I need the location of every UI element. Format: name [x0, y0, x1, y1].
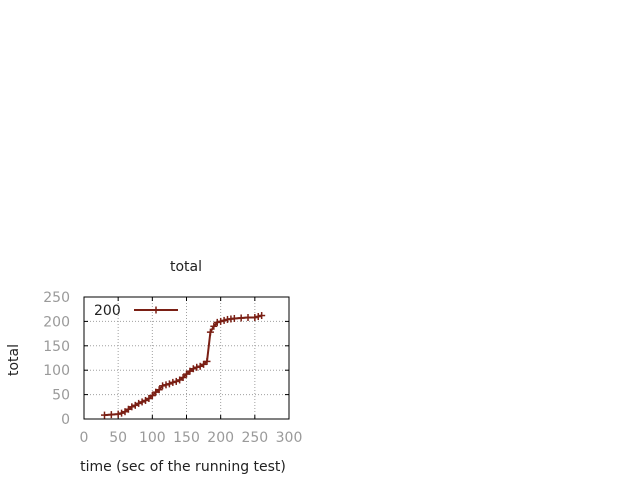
data-point	[114, 410, 122, 418]
data-point	[159, 382, 167, 390]
y-tick-label: 250	[43, 290, 70, 306]
y-axis-label: total	[6, 344, 22, 376]
data-point	[251, 313, 259, 321]
data-point	[128, 403, 136, 411]
chart-title: total	[170, 259, 202, 275]
x-tick-label: 100	[139, 430, 166, 446]
data-point	[169, 378, 177, 386]
legend-label: 200	[94, 303, 121, 319]
data-point	[220, 316, 228, 324]
data-point	[155, 386, 163, 394]
data-point	[206, 328, 214, 336]
legend-marker	[152, 306, 160, 314]
data-point	[179, 374, 187, 382]
axis-ticks: 0 50 100 150 200 250 300 0 50 100 150 200 250	[43, 290, 302, 446]
x-tick-label: 50	[109, 430, 127, 446]
data-point	[213, 318, 221, 326]
x-tick-label: 150	[173, 430, 200, 446]
series-layer	[101, 312, 266, 419]
x-tick-label: 200	[207, 430, 234, 446]
y-tick-label: 200	[43, 314, 70, 330]
x-tick-label: 300	[276, 430, 303, 446]
y-tick-label: 150	[43, 339, 70, 355]
y-tick-label: 100	[43, 363, 70, 379]
x-axis-label: time (sec of the running test)	[80, 459, 286, 475]
data-point	[244, 313, 252, 321]
data-point	[189, 365, 197, 373]
legend: 200	[94, 303, 178, 319]
y-tick-label: 0	[61, 412, 70, 428]
data-point	[148, 392, 156, 400]
data-point	[165, 380, 173, 388]
data-point	[101, 411, 108, 419]
data-point	[258, 312, 266, 320]
data-point	[254, 313, 262, 321]
x-tick-label: 250	[241, 430, 268, 446]
data-point	[193, 363, 201, 371]
data-point	[210, 322, 218, 330]
data-point	[203, 357, 211, 365]
grid	[84, 297, 289, 419]
data-point	[135, 399, 143, 407]
data-point	[230, 314, 238, 322]
data-point	[162, 381, 170, 389]
data-point	[217, 317, 225, 325]
data-point	[118, 409, 126, 417]
y-tick-label: 50	[52, 388, 70, 404]
data-point	[172, 377, 180, 385]
data-point	[237, 314, 245, 322]
x-tick-label: 0	[80, 430, 89, 446]
data-point	[107, 411, 115, 419]
series-line	[104, 314, 262, 417]
data-point	[138, 398, 146, 406]
